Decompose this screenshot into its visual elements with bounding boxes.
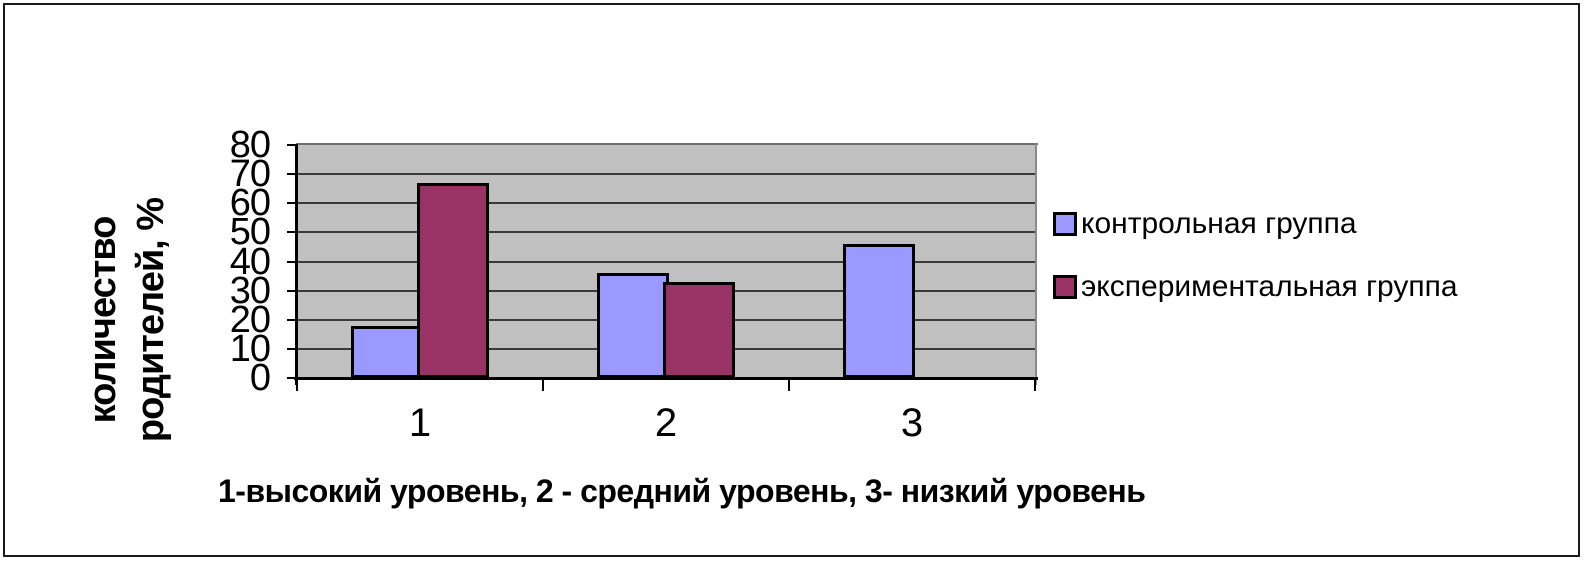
plot-area bbox=[297, 145, 1035, 378]
x-axis-line bbox=[294, 377, 1038, 380]
gridline-60 bbox=[297, 202, 1035, 205]
y-tick-label-20: 20 bbox=[229, 298, 271, 341]
gridline-50 bbox=[297, 231, 1035, 234]
y-axis-title-line1: количество bbox=[82, 216, 124, 424]
y-tick-20 bbox=[287, 318, 297, 321]
y-tick-label-80: 80 bbox=[229, 124, 271, 166]
legend-label-1: контрольная группа bbox=[1081, 207, 1357, 240]
y-tick-label-50: 50 bbox=[229, 211, 271, 254]
y-tick-30 bbox=[287, 289, 297, 292]
gridline-70 bbox=[297, 173, 1035, 176]
plot-border-top bbox=[296, 143, 1038, 145]
y-tick-0 bbox=[287, 377, 297, 379]
y-tick-40 bbox=[287, 260, 297, 263]
y-tick-60 bbox=[287, 202, 297, 205]
legend-label-2: экспериментальная группа bbox=[1081, 270, 1458, 303]
legend-swatch-1 bbox=[1053, 212, 1077, 236]
plot-border-right bbox=[1035, 143, 1037, 385]
y-tick-10 bbox=[287, 347, 297, 350]
y-tick-70 bbox=[287, 173, 297, 176]
chart-frame bbox=[3, 3, 1580, 557]
y-tick-80 bbox=[287, 144, 297, 146]
x-tick-label-2: 2 bbox=[654, 401, 678, 445]
legend-swatch-2 bbox=[1053, 275, 1077, 299]
y-tick-label-30: 30 bbox=[229, 269, 271, 312]
y-tick-50 bbox=[287, 231, 297, 234]
x-tick-label-3: 3 bbox=[900, 401, 924, 445]
y-tick-label-70: 70 bbox=[229, 153, 271, 196]
bar-series1-cat3 bbox=[843, 244, 915, 378]
caption: 1-высокий уровень, 2 - средний уровень, … bbox=[218, 473, 1146, 509]
y-axis-line bbox=[295, 144, 298, 385]
legend-item-2: экспериментальная группа bbox=[1053, 265, 1458, 309]
x-tick-0 bbox=[296, 378, 298, 391]
legend-item-1: контрольная группа bbox=[1053, 202, 1357, 246]
y-tick-label-0: 0 bbox=[249, 357, 271, 399]
y-tick-label-10: 10 bbox=[229, 327, 271, 370]
y-tick-label-40: 40 bbox=[229, 240, 271, 283]
x-tick-3 bbox=[1034, 378, 1036, 391]
bar-series1-cat1 bbox=[351, 326, 423, 378]
x-tick-1 bbox=[542, 378, 544, 391]
bar-series2-cat1 bbox=[417, 183, 489, 378]
gridline-40 bbox=[297, 260, 1035, 263]
bar-series2-cat2 bbox=[663, 282, 735, 378]
x-tick-2 bbox=[788, 378, 790, 391]
bar-series1-cat2 bbox=[597, 273, 669, 378]
y-tick-label-60: 60 bbox=[229, 182, 271, 225]
x-tick-label-1: 1 bbox=[408, 401, 432, 445]
